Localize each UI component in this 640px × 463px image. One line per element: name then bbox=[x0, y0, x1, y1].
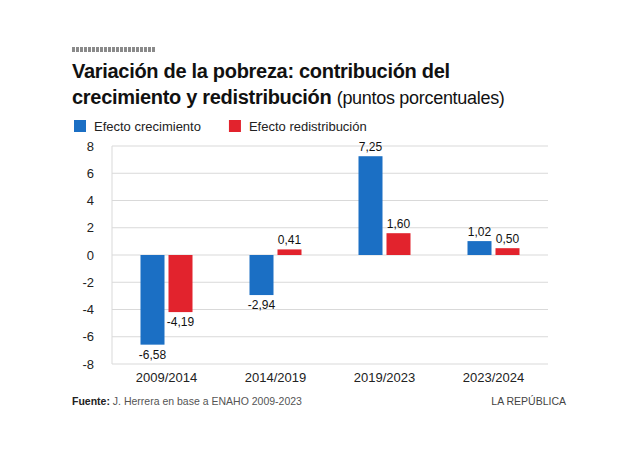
y-tick-label: 8 bbox=[87, 139, 94, 154]
title: crecimiento y redistribución bbox=[72, 86, 337, 108]
data-labels: -6,58 -2,94 7,25 1,02 -4,19 0,41 1,60 0,50 bbox=[139, 140, 520, 361]
x-tick-label: 2009/2014 bbox=[136, 370, 197, 385]
legend: Efecto crecimiento Efecto redistribución bbox=[74, 119, 367, 134]
legend-label: Efecto redistribución bbox=[249, 119, 367, 134]
data-label: 7,25 bbox=[359, 140, 383, 154]
header-dash bbox=[72, 47, 75, 52]
grid-line bbox=[112, 364, 548, 365]
legend-label: Efecto crecimiento bbox=[94, 119, 201, 134]
y-tick-label: -8 bbox=[82, 357, 94, 372]
header-dash bbox=[84, 47, 87, 52]
header-dash bbox=[140, 47, 143, 52]
bar bbox=[496, 248, 520, 255]
data-label: 0,41 bbox=[278, 233, 302, 247]
grid-line bbox=[112, 146, 548, 147]
data-label: 0,50 bbox=[496, 232, 520, 246]
bar bbox=[250, 255, 274, 295]
y-tick-label: -4 bbox=[82, 302, 94, 317]
header-dash bbox=[100, 47, 103, 52]
y-tick-label: -6 bbox=[82, 329, 94, 344]
grid-line bbox=[112, 200, 548, 201]
source-text: J. Herrera en base a ENAHO 2009-2023 bbox=[113, 395, 302, 407]
header-dash bbox=[80, 47, 83, 52]
data-label: -4,19 bbox=[167, 315, 195, 329]
header-dash bbox=[124, 47, 127, 52]
chart-root: Variación de la pobreza: contribución de… bbox=[0, 0, 640, 463]
title-line: crecimiento y redistribución (puntos por… bbox=[72, 86, 505, 108]
header-dash bbox=[120, 47, 123, 52]
subtitle: (puntos porcentuales) bbox=[337, 88, 505, 108]
y-axis-line bbox=[112, 146, 113, 364]
x-axis: 2009/2014 2014/2019 2019/2023 2023/2024 bbox=[136, 370, 524, 385]
data-label: 1,02 bbox=[468, 225, 492, 239]
grid: -8 -6 -4 -2 0 2 4 6 8 bbox=[82, 139, 548, 372]
header-dash bbox=[136, 47, 139, 52]
grid-line bbox=[112, 173, 548, 174]
bar bbox=[141, 255, 165, 345]
bar bbox=[468, 241, 492, 255]
source-label: Fuente: bbox=[72, 395, 113, 407]
header-dash bbox=[96, 47, 99, 52]
header-dash bbox=[108, 47, 111, 52]
header-dash bbox=[92, 47, 95, 52]
bars bbox=[141, 156, 520, 344]
header-dash bbox=[148, 47, 151, 52]
header-dash bbox=[132, 47, 135, 52]
x-tick-label: 2023/2024 bbox=[463, 370, 524, 385]
header-dash bbox=[116, 47, 119, 52]
legend-swatch bbox=[229, 120, 241, 132]
header-dash bbox=[76, 47, 79, 52]
y-tick-label: 0 bbox=[87, 248, 94, 263]
legend-swatch bbox=[74, 120, 86, 132]
bar bbox=[278, 249, 302, 255]
bar bbox=[387, 233, 411, 255]
y-tick-label: 4 bbox=[87, 193, 94, 208]
data-label: -6,58 bbox=[139, 348, 167, 362]
bar bbox=[359, 156, 383, 255]
title: Variación de la pobreza: contribución de… bbox=[72, 60, 450, 82]
header-dash bbox=[152, 47, 155, 52]
y-tick-label: -2 bbox=[82, 275, 94, 290]
header-decoration bbox=[72, 47, 155, 52]
y-tick-label: 6 bbox=[87, 166, 94, 181]
data-label: 1,60 bbox=[387, 217, 411, 231]
data-label: -2,94 bbox=[248, 298, 276, 312]
credit: LA REPÚBLICA bbox=[491, 395, 566, 407]
bar bbox=[169, 255, 193, 312]
header-dash bbox=[88, 47, 91, 52]
grid-line bbox=[112, 336, 548, 337]
x-tick-label: 2014/2019 bbox=[245, 370, 306, 385]
header-dash bbox=[144, 47, 147, 52]
header-dash bbox=[128, 47, 131, 52]
source: Fuente: J. Herrera en base a ENAHO 2009-… bbox=[72, 395, 302, 407]
header-dash bbox=[104, 47, 107, 52]
header-dash bbox=[112, 47, 115, 52]
y-tick-label: 2 bbox=[87, 220, 94, 235]
x-tick-label: 2019/2023 bbox=[354, 370, 415, 385]
